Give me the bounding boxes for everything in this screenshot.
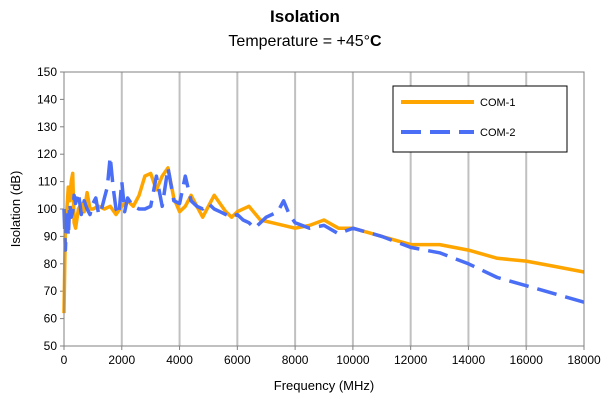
x-tick-label: 10000: [336, 353, 370, 367]
grid-lines: [120, 72, 528, 346]
x-axis-label: Frequency (MHz): [274, 378, 374, 393]
plot-border: [63, 71, 585, 347]
y-tick-label: 120: [37, 147, 57, 161]
y-tick-label: 90: [44, 229, 58, 243]
x-tick-label: 0: [61, 353, 68, 367]
y-tick-label: 130: [37, 120, 57, 134]
y-tick-label: 50: [44, 339, 58, 353]
x-tick-label: 4000: [166, 353, 193, 367]
subtitle-prefix: Temperature = +45°: [228, 33, 370, 50]
x-axis-ticks: 0 2000 4000 6000 8000 10000 12000 14000 16000 180…: [61, 346, 601, 367]
y-tick-label: 60: [44, 312, 58, 326]
x-tick-label: 8000: [282, 353, 309, 367]
legend-label-com-2: COM-2: [480, 127, 515, 139]
x-tick-label: 6000: [224, 353, 251, 367]
chart-subtitle: Temperature = +45°C: [228, 33, 382, 50]
legend: COM-1 COM-2: [392, 85, 568, 153]
legend-box: [392, 85, 568, 153]
y-axis-ticks: 50 60 70 80 90 100 110 120 130 140 150: [37, 65, 64, 353]
legend-label-com-1: COM-1: [480, 97, 515, 109]
series-line-com-2: [62, 155, 585, 304]
x-tick-label: 2000: [108, 353, 135, 367]
y-tick-label: 140: [37, 92, 57, 106]
y-tick-label: 110: [38, 175, 57, 189]
y-tick-label: 150: [37, 65, 57, 79]
x-tick-label: 14000: [452, 353, 486, 367]
x-tick-label: 16000: [510, 353, 544, 367]
x-tick-label: 18000: [567, 353, 601, 367]
subtitle-unit: C: [370, 33, 382, 50]
x-tick-label: 12000: [394, 353, 428, 367]
y-axis-label: Isolation (dB): [8, 171, 23, 248]
series-lines: [62, 155, 585, 314]
y-tick-label: 100: [37, 202, 57, 216]
chart-title: Isolation: [270, 7, 340, 26]
y-tick-label: 80: [44, 257, 58, 271]
y-tick-label: 70: [44, 284, 58, 298]
